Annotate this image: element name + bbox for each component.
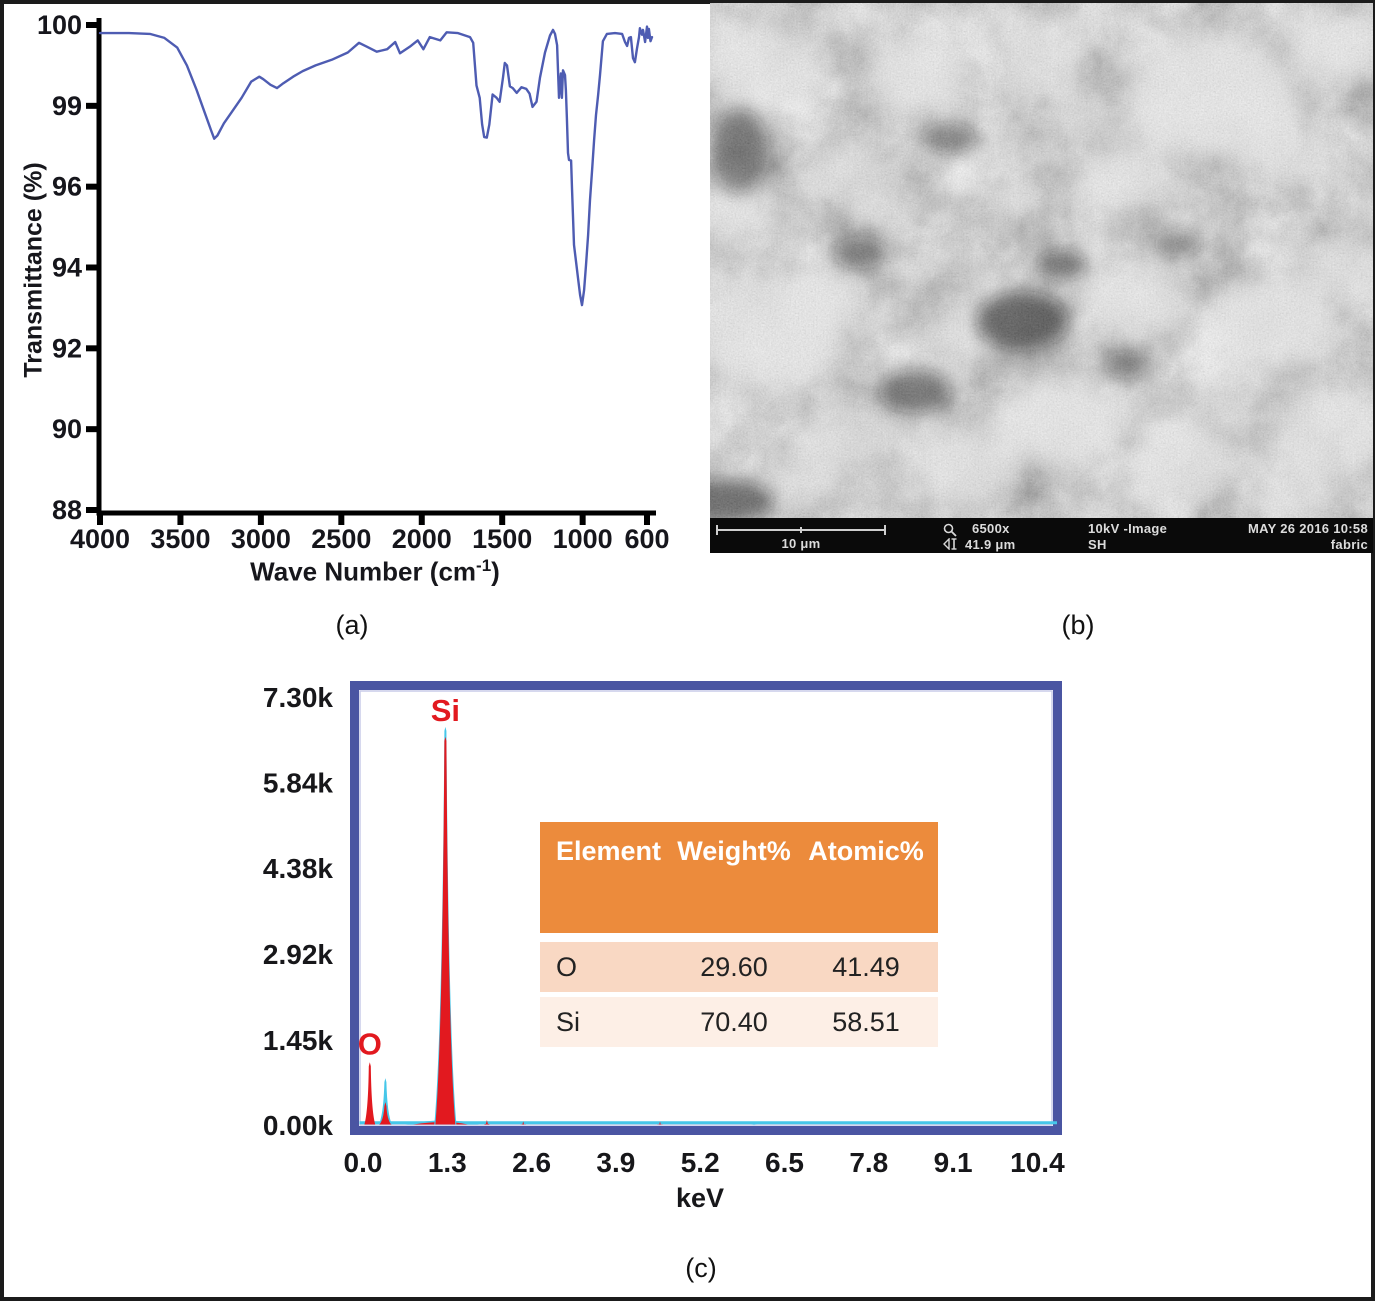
ftir-y-tick-label: 96 (52, 172, 82, 202)
edx-y-tick-label: 4.38k (263, 853, 333, 884)
edx-x-tick-label: 7.8 (849, 1147, 888, 1178)
edx-y-tick-label: 7.30k (263, 682, 333, 713)
ftir-x-axis-title-close: ) (491, 556, 500, 587)
ftir-x-tick-label: 1500 (472, 524, 532, 554)
ftir-curve (98, 25, 654, 307)
edx-peak (434, 726, 457, 1125)
ftir-x-tick-label: 3500 (150, 524, 210, 554)
edx-x-tick-label: 9.1 (934, 1147, 973, 1178)
edx-x-tick-label: 6.5 (765, 1147, 804, 1178)
ftir-x-tick-label: 4000 (70, 524, 130, 554)
sem-beam-info: 10kV -Image (1088, 521, 1168, 536)
edx-x-tick-label: 10.4 (1010, 1147, 1065, 1178)
edx-y-tick-label: 1.45k (263, 1025, 333, 1056)
edx-peak (483, 1120, 490, 1125)
edx-peak (435, 736, 456, 1125)
edx-table-header-atomic: Atomic% (808, 836, 924, 866)
ftir-y-tick-label: 94 (52, 253, 82, 283)
sem-field-width: 41.9 μm (965, 537, 1016, 552)
edx-cell-atomic: 41.49 (832, 952, 900, 982)
edx-quant-table: Element Weight% Atomic% O 29.60 41.49 Si… (540, 822, 938, 1047)
edx-table-header-weight: Weight% (677, 836, 791, 866)
sem-micrograph-panel: 10 μm 6500x 10kV -Image MAY 26 2016 10:5… (710, 3, 1373, 553)
sem-texture (710, 3, 1373, 518)
edx-base-hump-cyan (405, 1120, 480, 1125)
measure-icon (943, 538, 957, 550)
panel-label-c: (c) (685, 1253, 717, 1283)
sem-scalebar-tick-right (884, 525, 886, 535)
magnifier-icon (943, 523, 957, 537)
edx-peak (379, 1102, 392, 1125)
edx-x-axis-title: keV (676, 1183, 724, 1213)
panel-label-a: (a) (335, 610, 369, 640)
sem-micrograph (710, 3, 1373, 518)
edx-x-tick-label: 1.3 (428, 1147, 467, 1178)
ftir-x-tick-label: 1000 (553, 524, 613, 554)
ftir-x-axis-title-sup: -1 (476, 556, 492, 575)
edx-x-tick-label: 3.9 (596, 1147, 635, 1178)
edx-y-tick-label: 0.00k (263, 1110, 333, 1141)
edx-cell-weight: 29.60 (700, 952, 768, 982)
ftir-y-tick-label: 90 (52, 414, 82, 444)
sem-sample: fabric (1330, 537, 1368, 552)
sem-scalebar-label: 10 μm (781, 536, 821, 551)
edx-table-header-element: Element (556, 836, 662, 866)
edx-peak-label-O: O (358, 1026, 382, 1061)
edx-peak (378, 1078, 392, 1125)
ftir-x-tick-label: 600 (624, 524, 669, 554)
edx-x-tick-label: 5.2 (681, 1147, 720, 1178)
edx-cell-element: Si (556, 1007, 581, 1037)
edx-y-tick-label: 5.84k (263, 768, 333, 799)
ftir-y-tick-label: 88 (52, 495, 82, 525)
sem-scalebar-tick-left (716, 525, 718, 535)
ftir-x-tick-label: 2000 (392, 524, 452, 554)
edx-peak (364, 1062, 376, 1125)
panel-label-b: (b) (1061, 610, 1095, 640)
sem-datetime: MAY 26 2016 10:58 (1247, 521, 1368, 536)
sem-scalebar-tick-mid (800, 527, 802, 533)
ftir-x-tick-label: 3000 (231, 524, 291, 554)
edx-peak-label-Si: Si (431, 693, 460, 728)
edx-table-header: Element Weight% Atomic% (540, 822, 938, 933)
edx-table-row-Si: Si 70.40 58.51 (540, 997, 938, 1047)
sem-magnification: 6500x (972, 521, 1010, 536)
edx-base-hump-red (413, 1121, 468, 1125)
edx-y-tick-label: 2.92k (263, 939, 333, 970)
sem-detector: SH (1088, 537, 1107, 552)
edx-cell-atomic: 58.51 (832, 1007, 900, 1037)
sem-info-bar: 10 μm 6500x 10kV -Image MAY 26 2016 10:5… (710, 518, 1373, 553)
ftir-x-axis-title: Wave Number (cm-1) (175, 556, 575, 588)
ftir-y-axis-title: Transmittance (%) (19, 162, 48, 378)
edx-x-tick-label: 0.0 (344, 1147, 383, 1178)
ftir-y-tick-label: 99 (52, 91, 82, 121)
sem-scalebar (716, 525, 886, 536)
edx-x-tick-label: 2.6 (512, 1147, 551, 1178)
edx-table-row-O: O 29.60 41.49 (540, 942, 938, 992)
edx-peak (657, 1121, 663, 1126)
ftir-x-axis-title-text: Wave Number (cm (250, 556, 477, 587)
edx-cell-weight: 70.40 (700, 1007, 768, 1037)
ftir-y-tick-label: 92 (52, 333, 82, 363)
edx-peak (520, 1121, 527, 1126)
edx-cell-element: O (556, 952, 578, 982)
ftir-x-tick-label: 2500 (311, 524, 371, 554)
ftir-y-tick-label: 100 (37, 10, 82, 40)
edx-peak (751, 1121, 757, 1126)
